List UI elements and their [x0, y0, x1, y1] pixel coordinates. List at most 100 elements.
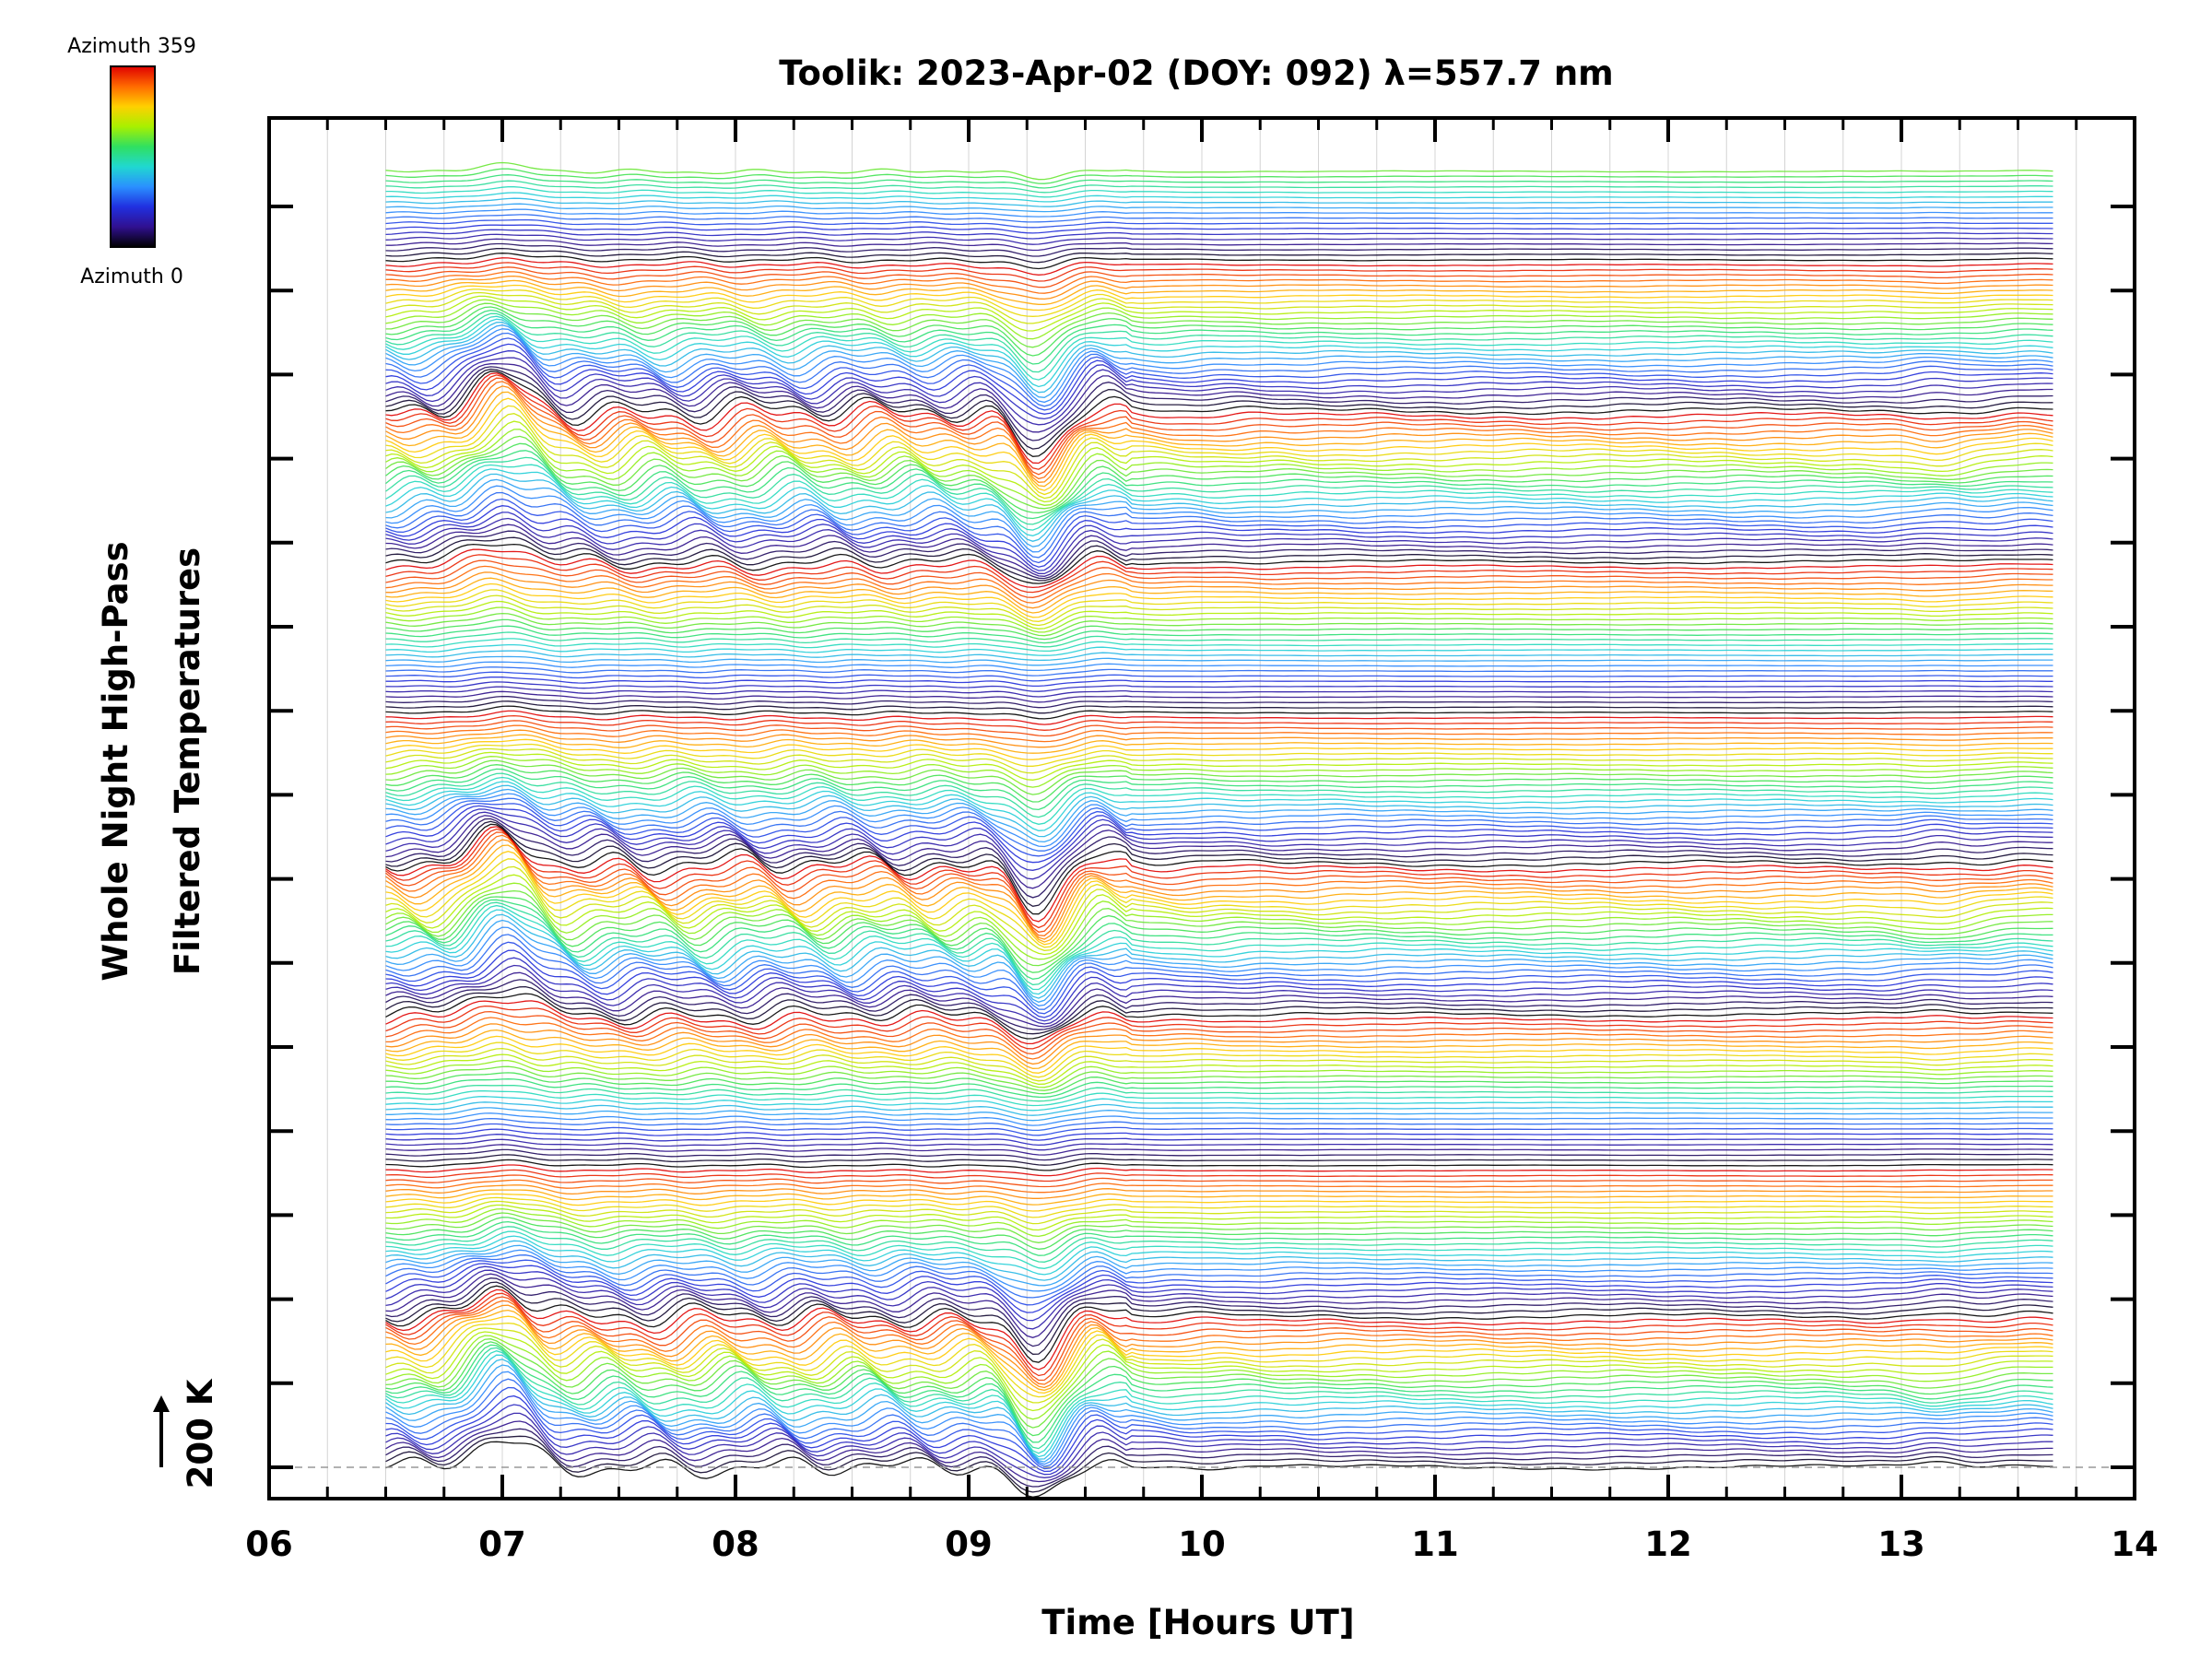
- series-line: [385, 1107, 2053, 1122]
- series-line: [385, 844, 2053, 943]
- series-line: [385, 1047, 2053, 1082]
- series-line: [385, 1386, 2053, 1470]
- series-line: [385, 919, 2053, 1003]
- series-line: [385, 233, 2053, 245]
- series-line: [385, 1249, 2053, 1292]
- series-line: [385, 1300, 2053, 1385]
- series-line: [385, 1174, 2053, 1188]
- series-line: [385, 1084, 2053, 1102]
- y-axis-label: Whole Night High-Pass Filtered Temperatu…: [96, 541, 207, 981]
- series-line: [385, 1288, 2053, 1371]
- series-line: [385, 1285, 2053, 1363]
- series-line: [385, 372, 2053, 465]
- series-line: [385, 612, 2053, 637]
- series-line: [385, 1078, 2053, 1099]
- series-line: [385, 491, 2053, 559]
- series-line: [385, 1000, 2053, 1045]
- series-line: [385, 337, 2053, 411]
- series-line: [385, 288, 2053, 317]
- series-line: [385, 1315, 2053, 1394]
- colorbar-gradient: [110, 65, 156, 248]
- series-line: [385, 839, 2053, 940]
- series-line: [385, 1164, 2053, 1177]
- series-line: [385, 1196, 2053, 1218]
- azimuth-colorbar: Azimuth 359 Azimuth 0: [67, 35, 196, 288]
- series-line: [385, 180, 2053, 194]
- series-line: [385, 271, 2053, 294]
- series-line: [385, 705, 2053, 720]
- series-line: [385, 253, 2053, 270]
- series-line: [385, 589, 2053, 622]
- series-line: [385, 734, 2053, 754]
- series-line: [385, 700, 2053, 714]
- series-line: [385, 391, 2053, 488]
- series-line: [385, 312, 2053, 373]
- series-line: [385, 1327, 2053, 1404]
- series-line: [385, 1263, 2053, 1313]
- series-line: [385, 1138, 2053, 1151]
- series-line: [385, 1112, 2053, 1126]
- series-line: [385, 676, 2053, 688]
- series-line: [385, 811, 2053, 880]
- series-line: [385, 1240, 2053, 1281]
- series-line: [385, 1010, 2053, 1055]
- series-line: [385, 306, 2053, 357]
- series-line: [385, 808, 2053, 871]
- series-line: [385, 714, 2053, 731]
- series-line: [385, 776, 2053, 825]
- scale-bar-label: 200 K: [181, 1378, 220, 1488]
- series-line: [385, 1359, 2053, 1460]
- series-line: [385, 1347, 2053, 1450]
- series-line: [385, 295, 2053, 332]
- series-line: [385, 1204, 2053, 1231]
- series-line: [385, 826, 2053, 923]
- series-line: [385, 1412, 2053, 1478]
- series-line: [385, 681, 2053, 692]
- series-line: [385, 1254, 2053, 1299]
- series-line: [385, 1244, 2053, 1287]
- series-line: [385, 1341, 2053, 1437]
- series-line: [385, 1072, 2053, 1095]
- x-tick-label: 08: [712, 1524, 759, 1564]
- series-line: [385, 1230, 2053, 1269]
- series-line: [385, 909, 2053, 995]
- series-line: [385, 1220, 2053, 1256]
- series-line: [385, 247, 2053, 264]
- series-line: [385, 203, 2053, 213]
- series-line: [385, 671, 2053, 682]
- series-line: [385, 485, 2053, 553]
- series-line: [385, 524, 2053, 577]
- series-line: [385, 1159, 2053, 1171]
- series-line: [385, 631, 2053, 648]
- series-line: [385, 536, 2053, 582]
- series-line: [385, 690, 2053, 703]
- series-line: [385, 238, 2053, 252]
- series-line: [385, 1217, 2053, 1250]
- series-line: [385, 896, 2053, 973]
- series-line: [385, 473, 2053, 542]
- series-line: [385, 571, 2053, 609]
- series-line: [385, 1420, 2053, 1483]
- series-line: [385, 1265, 2053, 1322]
- series-line: [385, 1148, 2053, 1161]
- series-line: [385, 257, 2053, 276]
- series-line: [385, 429, 2053, 506]
- x-axis-tick-labels: 06 07 08 09 10 11 12 13 14: [245, 1524, 2159, 1564]
- series-line: [385, 371, 2053, 457]
- series-line: [385, 618, 2053, 641]
- series-line: [385, 865, 2053, 951]
- series-line: [385, 374, 2053, 470]
- series-line: [385, 435, 2053, 510]
- series-line: [385, 1207, 2053, 1238]
- colorbar-top-label: Azimuth 359: [67, 35, 196, 58]
- series-line: [385, 186, 2053, 198]
- series-line: [385, 1184, 2053, 1199]
- series-line: [385, 464, 2053, 531]
- series-line: [385, 266, 2053, 288]
- series-line: [385, 565, 2053, 604]
- x-tick-label: 12: [1644, 1524, 1692, 1564]
- series-line: [385, 224, 2053, 234]
- series-line: [385, 1096, 2053, 1112]
- series-line: [385, 279, 2053, 305]
- series-line: [385, 1200, 2053, 1225]
